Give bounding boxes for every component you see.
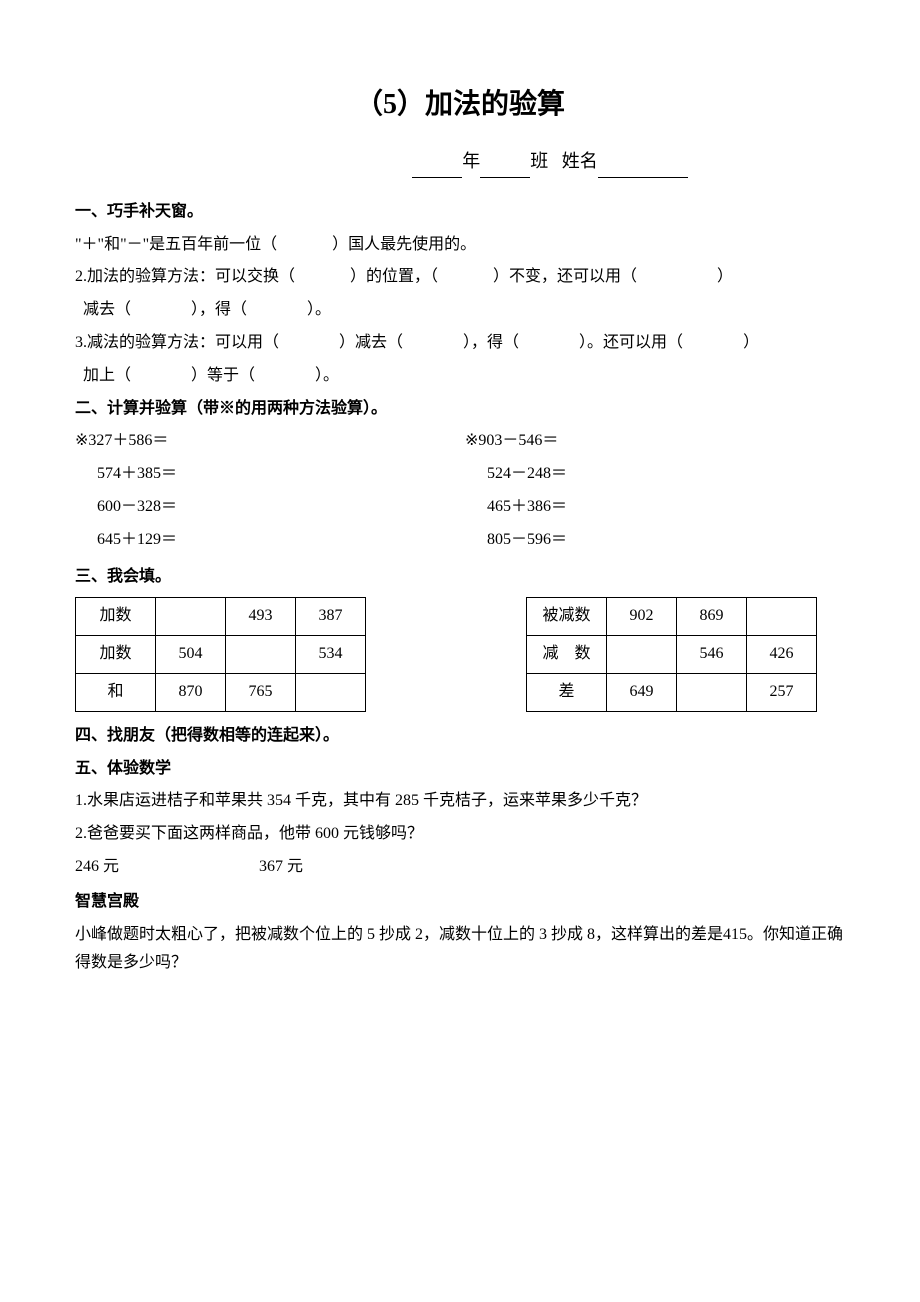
section5-title: 五、体验数学	[75, 755, 845, 784]
calc-right-1: ※903－546＝	[465, 427, 845, 456]
tables-container: 加数 493 387 加数 504 534 和 870 765 被减数 902 …	[75, 597, 845, 711]
q3-text-3: ），得（	[463, 334, 519, 351]
table-cell: 649	[607, 673, 677, 711]
q2l2-text-3: ）。	[307, 301, 331, 318]
q2-text-3: ）不变，还可以用（	[493, 268, 637, 285]
q3l2-text-1: 加上（	[83, 367, 131, 384]
table-cell[interactable]	[156, 598, 226, 636]
price-line: 246 元 367 元	[75, 853, 845, 882]
q3-text-5: ）	[743, 334, 759, 351]
title-text: 加法的验算	[425, 89, 565, 120]
calc-right-column: ※903－546＝ 524－248＝ 465＋386＝ 805－596＝	[455, 427, 845, 558]
section1-q2-line1: 2.加法的验算方法：可以交换（ ）的位置，（ ）不变，还可以用（ ）	[75, 263, 845, 292]
table-cell: 534	[296, 636, 366, 674]
table-cell: 差	[527, 673, 607, 711]
calc-right-3: 465＋386＝	[465, 493, 845, 522]
calc-left-column: ※327＋586＝ 574＋385＝ 600－328＝ 645＋129＝	[75, 427, 455, 558]
class-label: 班	[530, 151, 548, 171]
table-cell: 870	[156, 673, 226, 711]
q3l2-text-3: ）。	[315, 367, 339, 384]
class-blank[interactable]	[480, 158, 530, 178]
table-cell: 902	[607, 598, 677, 636]
section1-q2-line2: 减去（ ），得（ ）。	[75, 296, 845, 325]
table-cell: 和	[76, 673, 156, 711]
table-cell: 869	[677, 598, 747, 636]
table-cell[interactable]	[226, 636, 296, 674]
subtraction-table: 被减数 902 869 减 数 546 426 差 649 257	[526, 597, 817, 711]
table-row: 和 870 765	[76, 673, 366, 711]
table-cell: 减 数	[527, 636, 607, 674]
table-cell: 加数	[76, 636, 156, 674]
table-cell[interactable]	[747, 598, 817, 636]
q2l2-text-2: ），得（	[191, 301, 247, 318]
table-row: 差 649 257	[527, 673, 817, 711]
section5-q2: 2.爸爸要买下面这两样商品，他带 600 元钱够吗？	[75, 820, 845, 849]
title-number: （5）	[355, 89, 425, 120]
year-blank[interactable]	[412, 158, 462, 178]
year-label: 年	[462, 151, 480, 171]
table-cell: 546	[677, 636, 747, 674]
calc-right-2: 524－248＝	[465, 460, 845, 489]
calc-left-2: 574＋385＝	[75, 460, 455, 489]
section6-text: 小峰做题时太粗心了，把被减数个位上的 5 抄成 2，减数十位上的 3 抄成 8，…	[75, 921, 845, 979]
table-row: 被减数 902 869	[527, 598, 817, 636]
page-title: （5）加法的验算	[75, 80, 845, 130]
section6-title: 智慧宫殿	[75, 888, 845, 917]
section1-q1: "＋"和"－"是五百年前一位（ ）国人最先使用的。	[75, 231, 845, 260]
section1-title: 一、巧手补天窗。	[75, 198, 845, 227]
student-info-header: 年 班 姓名	[75, 145, 845, 177]
table-cell: 被减数	[527, 598, 607, 636]
q3-text-1: 3.减法的验算方法：可以用（	[75, 334, 279, 351]
q2l2-text-1: 减去（	[83, 301, 131, 318]
calc-container: ※327＋586＝ 574＋385＝ 600－328＝ 645＋129＝ ※90…	[75, 427, 845, 558]
table-cell: 257	[747, 673, 817, 711]
table-row: 加数 493 387	[76, 598, 366, 636]
q3-text-4: ）。还可以用（	[579, 334, 683, 351]
section4-title: 四、找朋友（把得数相等的连起来）。	[75, 722, 845, 751]
q3-text-2: ）减去（	[339, 334, 403, 351]
addition-table: 加数 493 387 加数 504 534 和 870 765	[75, 597, 366, 711]
calc-right-4: 805－596＝	[465, 526, 845, 555]
table-cell: 387	[296, 598, 366, 636]
table-cell[interactable]	[296, 673, 366, 711]
table-cell: 765	[226, 673, 296, 711]
table-row: 加数 504 534	[76, 636, 366, 674]
q1-text-2: ）国人最先使用的。	[332, 236, 476, 253]
table-cell: 504	[156, 636, 226, 674]
section3-title: 三、我会填。	[75, 563, 845, 592]
name-blank[interactable]	[598, 158, 688, 178]
q3l2-text-2: ）等于（	[191, 367, 255, 384]
table-cell: 426	[747, 636, 817, 674]
price-1: 246 元	[75, 853, 119, 882]
section1-q3-line1: 3.减法的验算方法：可以用（ ）减去（ ），得（ ）。还可以用（ ）	[75, 329, 845, 358]
name-label: 姓名	[562, 151, 598, 171]
table-row: 减 数 546 426	[527, 636, 817, 674]
table-cell: 493	[226, 598, 296, 636]
calc-left-3: 600－328＝	[75, 493, 455, 522]
section1-q3-line2: 加上（ ）等于（ ）。	[75, 362, 845, 391]
price-2: 367 元	[259, 853, 303, 882]
section5-q1: 1.水果店运进桔子和苹果共 354 千克，其中有 285 千克桔子，运来苹果多少…	[75, 787, 845, 816]
section2-title: 二、计算并验算（带※的用两种方法验算）。	[75, 395, 845, 424]
table-cell[interactable]	[677, 673, 747, 711]
calc-left-4: 645＋129＝	[75, 526, 455, 555]
q2-text-2: ）的位置，（	[350, 268, 438, 285]
q2-text-1: 2.加法的验算方法：可以交换（	[75, 268, 295, 285]
q1-text-1: "＋"和"－"是五百年前一位（	[75, 236, 277, 253]
table-cell[interactable]	[607, 636, 677, 674]
calc-left-1: ※327＋586＝	[75, 427, 455, 456]
table-cell: 加数	[76, 598, 156, 636]
q2-text-4: ）	[717, 268, 733, 285]
